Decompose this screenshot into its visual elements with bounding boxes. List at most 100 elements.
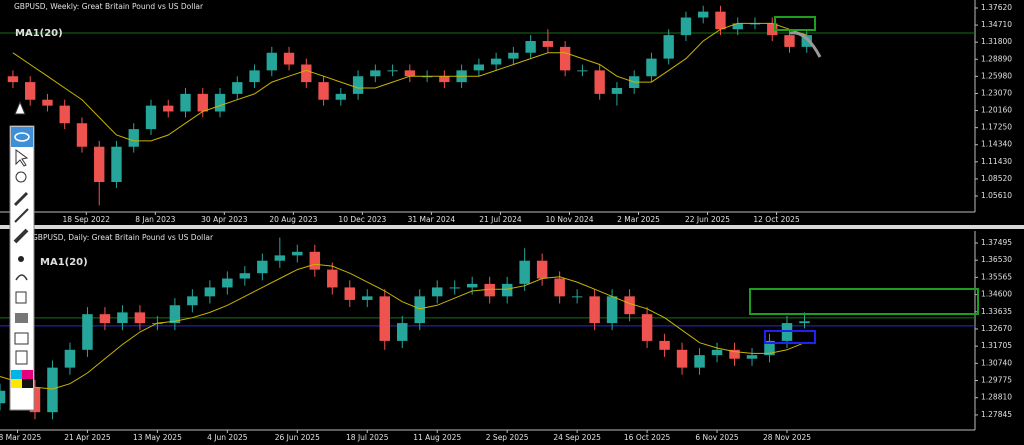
candle-body — [624, 296, 635, 315]
color-swatch[interactable] — [11, 379, 22, 388]
projection-curve[interactable] — [789, 31, 822, 58]
x-tick-label: 20 Aug 2023 — [269, 215, 317, 224]
candle-body — [99, 314, 111, 324]
chart-title: GBPUSD, Weekly: Great Britain Pound vs U… — [14, 2, 204, 11]
tool-camera[interactable] — [14, 332, 29, 345]
panel-separator[interactable] — [0, 225, 1024, 229]
candle-body — [801, 35, 812, 47]
toolbar-panel — [9, 125, 35, 411]
candle-body — [117, 312, 128, 324]
x-tick-label: 10 Dec 2023 — [338, 215, 386, 224]
tool-active[interactable] — [11, 127, 33, 147]
candle-body — [197, 93, 208, 112]
tool-line[interactable] — [14, 208, 29, 223]
zone-box[interactable] — [774, 16, 816, 31]
tool-eye[interactable] — [14, 132, 30, 142]
toolbar — [9, 100, 35, 411]
candle-body — [169, 305, 181, 324]
candle-body — [301, 64, 312, 83]
candle-body — [232, 82, 243, 94]
tool-screenshot[interactable] — [15, 313, 28, 323]
candle-body — [327, 269, 338, 288]
candle-body — [362, 296, 373, 300]
y-tick-label: 1.31800 — [981, 37, 1012, 46]
tool-notes[interactable] — [15, 350, 28, 365]
y-tick-label: 1.05610 — [981, 191, 1012, 200]
candle-body — [676, 349, 688, 368]
y-tick-label: 1.34710 — [981, 20, 1012, 29]
candle-body — [309, 251, 321, 270]
x-tick-label: 22 Jun 2025 — [685, 215, 730, 224]
candle-body — [577, 70, 588, 72]
candle-body — [387, 70, 398, 72]
tool-dot[interactable] — [18, 256, 24, 262]
y-tick-label: 1.14340 — [981, 140, 1012, 149]
y-tick-label: 1.25980 — [981, 71, 1012, 80]
y-tick-label: 1.23070 — [981, 88, 1012, 97]
candle-body — [659, 340, 670, 350]
y-tick-label: 1.34600 — [981, 290, 1012, 299]
zone-box[interactable] — [749, 288, 979, 315]
candle-body — [421, 76, 433, 78]
candle-body — [466, 283, 478, 288]
candle-body — [571, 296, 583, 298]
candle-body — [134, 312, 146, 324]
x-tick-label: 12 Oct 2025 — [753, 215, 800, 224]
ma-line — [12, 22, 807, 142]
candle-body — [501, 283, 513, 297]
candle-body — [594, 70, 605, 94]
x-tick-label: 4 Jun 2025 — [207, 433, 248, 442]
candle-body — [715, 11, 726, 30]
tool-cursor[interactable] — [15, 149, 29, 167]
candle-body — [694, 355, 705, 368]
candle-body — [239, 273, 251, 279]
tool-delete[interactable] — [15, 291, 27, 304]
candle-body — [490, 58, 502, 65]
candle-body — [292, 251, 303, 256]
y-tick-label: 1.20160 — [981, 106, 1012, 115]
tool-pencil[interactable] — [13, 191, 29, 207]
x-tick-label: 24 Sep 2025 — [553, 433, 601, 442]
x-tick-label: 8 Jan 2023 — [135, 215, 175, 224]
candle-body — [370, 70, 381, 77]
candle-body — [473, 64, 485, 71]
candle-body — [646, 58, 657, 77]
y-tick-label: 1.28890 — [981, 54, 1012, 63]
candle-body — [536, 260, 548, 279]
candle-body — [767, 23, 778, 36]
color-swatch[interactable] — [11, 370, 22, 379]
y-tick-label: 1.17250 — [981, 123, 1012, 132]
x-tick-label: 21 Apr 2025 — [64, 433, 111, 442]
tool-undo[interactable] — [15, 274, 28, 281]
candle-body — [76, 123, 88, 147]
tool-pen[interactable] — [14, 100, 26, 115]
candle-body — [318, 82, 329, 100]
color-swatch[interactable] — [22, 379, 33, 388]
candle-body — [404, 70, 416, 77]
x-tick-label: 6 Nov 2025 — [695, 433, 738, 442]
candle-body — [352, 76, 364, 94]
tool-magnet[interactable] — [15, 171, 27, 183]
chart-title: GBPUSD, Daily: Great Britain Pound vs US… — [32, 233, 214, 242]
y-tick-label: 1.11430 — [981, 157, 1012, 166]
x-tick-label: 13 May 2025 — [133, 433, 182, 442]
zone-box[interactable] — [764, 330, 816, 344]
candle-body — [508, 52, 519, 59]
candle-body — [732, 23, 743, 30]
color-swatch[interactable] — [22, 370, 33, 379]
candle-body — [274, 255, 286, 261]
candle-body — [554, 278, 565, 297]
candle-body — [222, 278, 233, 288]
candle-body — [764, 340, 775, 356]
candle-body — [611, 87, 623, 94]
x-tick-label: 10 Nov 2024 — [545, 215, 593, 224]
tool-eraser[interactable] — [13, 228, 29, 244]
y-tick-label: 1.33635 — [981, 307, 1012, 316]
x-tick-label: 18 Jul 2025 — [346, 433, 389, 442]
y-tick-label: 1.36530 — [981, 255, 1012, 264]
candle-body — [47, 367, 58, 413]
candle-body — [0, 390, 6, 404]
candle-body — [64, 349, 76, 368]
